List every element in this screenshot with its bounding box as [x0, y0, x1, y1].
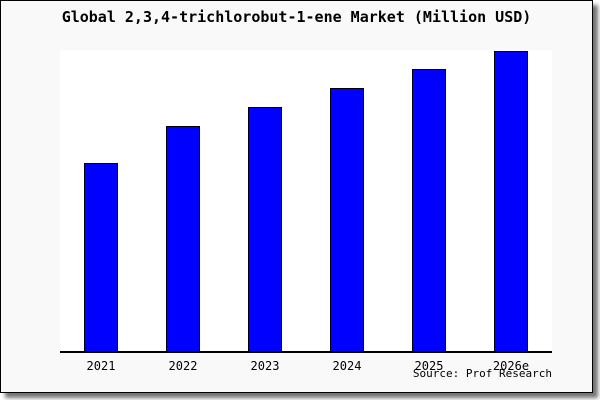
- plot-area: 2021 2022 2023 2024 2025 2026e: [60, 50, 552, 373]
- bar-2026e: [493, 50, 528, 351]
- chart-title: Global 2,3,4-trichlorobut-1-ene Market (…: [61, 8, 532, 26]
- x-tick-label-2026e: 2026e: [492, 359, 530, 373]
- source-credit: Source: Prof Research: [412, 367, 552, 380]
- x-tick-label-2024: 2024: [332, 359, 362, 373]
- bar-2022: [166, 125, 200, 351]
- x-tick-label-2023: 2023: [250, 359, 280, 373]
- bar-2024: [330, 87, 364, 351]
- x-tick-label-2021: 2021: [86, 359, 116, 373]
- x-tick-label-2025: 2025: [414, 359, 444, 373]
- x-tick-label-2022: 2022: [168, 359, 198, 373]
- bar-2025: [412, 69, 446, 351]
- chart-frame: Global 2,3,4-trichlorobut-1-ene Market (…: [0, 0, 593, 393]
- bar-2023: [248, 106, 282, 351]
- bar-2021: [83, 162, 118, 351]
